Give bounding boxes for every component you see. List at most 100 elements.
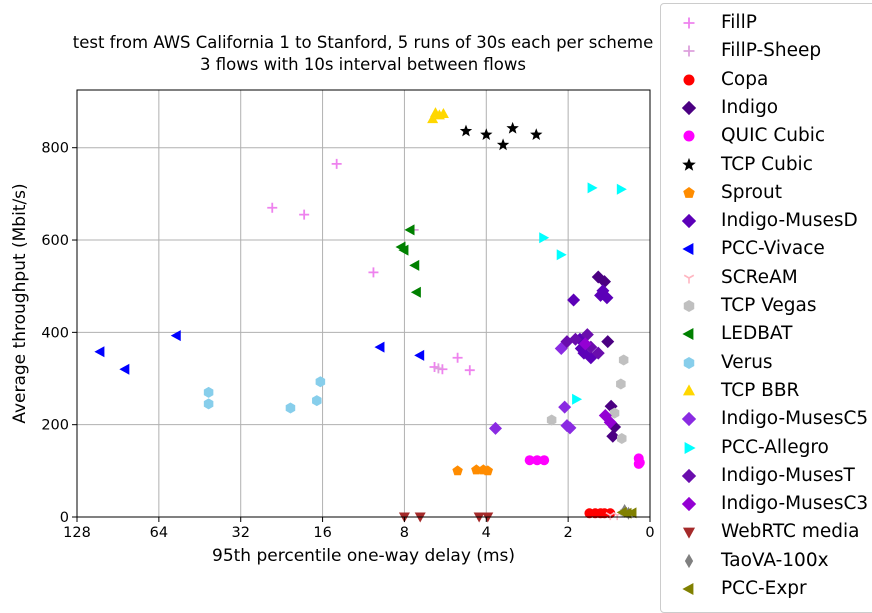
legend-marker: [682, 328, 694, 341]
legend-marker: [683, 356, 695, 369]
legend-marker-shape: [682, 157, 696, 171]
data-point: [580, 328, 594, 342]
series-indigo-musesc3: [578, 337, 617, 429]
legend-item: TCP Vegas: [661, 293, 872, 319]
legend-item: Copa: [661, 67, 872, 93]
legend-label: Indigo-MusesC5: [721, 408, 869, 430]
legend-label: Sprout: [721, 181, 782, 203]
y-tick-label: 0: [60, 510, 69, 526]
data-points: [94, 107, 645, 523]
data-point: [374, 341, 385, 353]
legend-item: TaoVA-100x: [661, 548, 872, 574]
data-point: [464, 365, 475, 376]
legend-label: WebRTC media: [721, 521, 860, 543]
legend-item: Sprout: [661, 180, 872, 206]
legend-marker-shape: [681, 412, 697, 427]
legend-marker: [684, 441, 696, 454]
data-point: [617, 433, 627, 445]
series-tcp-bbr: [427, 107, 449, 124]
data-point: [488, 421, 502, 435]
data-point: [626, 507, 637, 519]
data-point: [621, 507, 632, 519]
legend-marker-shape: [682, 582, 694, 596]
legend-marker-shape: [683, 130, 695, 142]
data-point: [546, 414, 557, 426]
x-tick-label: 2: [564, 525, 573, 541]
legend-marker: [683, 274, 695, 284]
legend-label: FillP: [721, 12, 757, 33]
data-point: [532, 455, 543, 466]
legend-label: Verus: [721, 351, 773, 373]
data-point: [315, 376, 326, 388]
legend-item: QUIC Cubic: [661, 123, 872, 149]
data-point: [414, 512, 426, 523]
series-indigo-musesc5: [488, 342, 577, 435]
data-point: [459, 124, 473, 137]
x-axis-ticks: 128 64 32 16 8 4 2 0: [63, 517, 655, 541]
data-point: [568, 332, 582, 346]
legend-marker-shape: [681, 100, 697, 116]
x-tick-label: 4: [482, 525, 491, 541]
data-point: [331, 158, 342, 169]
data-point: [530, 128, 543, 141]
legend-item: PCC-Allegro: [661, 435, 872, 461]
series-fillp-sheep: [408, 224, 444, 374]
data-point: [427, 113, 439, 124]
legend-marker: [683, 186, 695, 198]
legend-marker-shape: [682, 384, 696, 396]
data-point: [616, 506, 627, 518]
series-webrtc-media: [398, 512, 494, 523]
data-point: [539, 232, 550, 244]
data-point: [482, 465, 494, 476]
data-point: [606, 429, 620, 443]
legend-label: TaoVA-100x: [721, 549, 829, 571]
legend-marker-shape: [684, 441, 696, 454]
legend-item: WebRTC media: [661, 519, 872, 545]
data-point: [285, 402, 296, 414]
legend-label: Indigo-MusesC3: [721, 493, 869, 515]
series-ledbat: [395, 224, 421, 298]
data-point: [368, 267, 379, 278]
legend-label: QUIC Cubic: [721, 125, 826, 147]
legend-marker-shape: [681, 468, 697, 483]
legend-marker-shape: [683, 274, 695, 284]
legend-marker-shape: [684, 553, 694, 568]
data-point: [433, 363, 444, 374]
data-point: [299, 209, 310, 220]
legend-marker-shape: [681, 496, 697, 512]
data-point: [616, 378, 626, 390]
data-point: [609, 407, 620, 419]
legend-marker: [681, 412, 697, 427]
legend-label: PCC-Expr: [721, 578, 807, 599]
legend-marker-shape: [683, 45, 695, 57]
x-tick-label: 64: [150, 525, 168, 541]
y-tick-label: 600: [41, 233, 69, 249]
legend-item: TCP Cubic: [661, 152, 872, 178]
data-point: [605, 508, 616, 519]
data-point: [437, 108, 449, 119]
series-quic-cubic: [524, 453, 645, 469]
data-point: [94, 346, 105, 358]
legend-marker-shape: [683, 17, 695, 29]
legend-label: LEDBAT: [721, 323, 793, 345]
data-point: [119, 363, 130, 375]
legend-marker-shape: [683, 74, 695, 86]
data-point: [452, 352, 463, 363]
legend-item: Indigo-MusesC3: [661, 491, 872, 517]
series-pcc-vivace: [94, 330, 425, 375]
legend-label: FillP-Sheep: [721, 40, 822, 62]
y-tick-label: 200: [41, 418, 69, 434]
x-tick-label: 0: [645, 525, 654, 541]
series-pcc-expr: [616, 506, 637, 519]
y-axis-label: Average throughput (Mbit/s): [10, 183, 30, 423]
chart-legend: FillP FillP-Sheep Copa Indigo QUIC Cubic TCP …: [660, 3, 872, 613]
data-point: [496, 138, 510, 151]
data-point: [170, 330, 181, 342]
data-point: [558, 400, 572, 414]
legend-item: FillP-Sheep: [661, 38, 872, 64]
legend-item: Indigo: [661, 95, 872, 121]
legend-marker-shape: [682, 527, 696, 539]
legend-marker: [683, 17, 695, 29]
data-point: [312, 395, 322, 407]
legend-marker: [681, 468, 697, 483]
